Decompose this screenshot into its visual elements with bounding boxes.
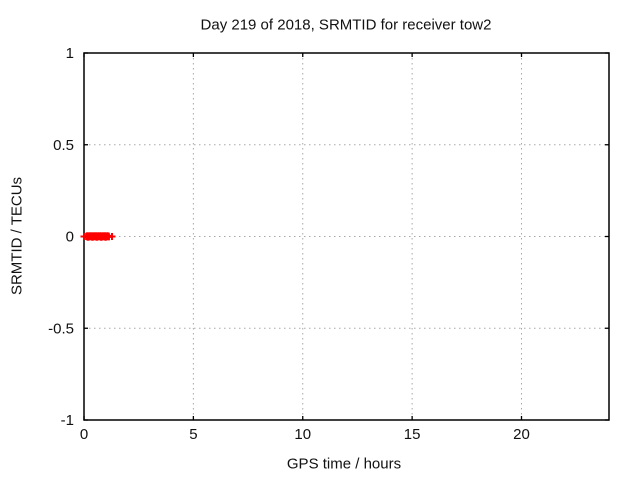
y-tick-label: -0.5 <box>48 320 74 337</box>
y-axis-label: SRMTID / TECUs <box>8 176 26 296</box>
x-tick-label: 5 <box>189 426 197 443</box>
x-axis-label: GPS time / hours <box>286 455 402 473</box>
x-tick-label: 20 <box>513 426 530 443</box>
y-tick-label: 1 <box>66 45 74 62</box>
x-tick-label: 10 <box>294 426 311 443</box>
x-tick-label: 15 <box>404 426 421 443</box>
x-tick-label: 0 <box>80 426 88 443</box>
y-tick-label: 0 <box>66 229 74 246</box>
y-tick-label: 0.5 <box>53 137 74 154</box>
chart-title: Day 219 of 2018, SRMTID for receiver tow… <box>200 16 492 34</box>
y-tick-label: -1 <box>61 412 74 429</box>
